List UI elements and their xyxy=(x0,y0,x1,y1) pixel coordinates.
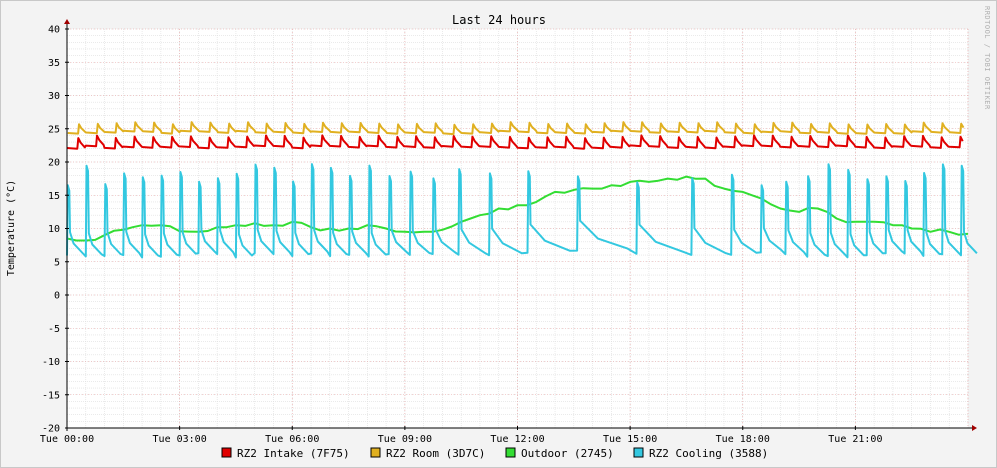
series-line-1 xyxy=(67,121,965,136)
legend-label-0: RZ2 Intake (7F75) xyxy=(237,447,350,460)
series-line-3 xyxy=(66,163,978,259)
legend-label-2: Outdoor (2745) xyxy=(521,447,614,460)
y-tick-label: 20 xyxy=(48,158,60,169)
watermark: RRDTOOL / TOBI OETIKER xyxy=(983,6,991,110)
legend-label-3: RZ2 Cooling (3588) xyxy=(649,447,768,460)
tick-labels: -20 -15 -10 -5 0 5 10 15 20 25 30 35 40 Tue 00:00 Tue … xyxy=(40,25,883,446)
y-tick-label: -5 xyxy=(48,324,60,335)
legend: RZ2 Intake (7F75) RZ2 Room (3D7C) Outdoor … xyxy=(221,447,768,460)
x-axis-arrow xyxy=(972,425,977,431)
y-tick-label: 5 xyxy=(54,257,60,268)
legend-swatch-0 xyxy=(221,447,232,458)
series-line-0 xyxy=(66,134,964,150)
x-tick-label: Tue 21:00 xyxy=(828,434,882,445)
chart-title: Last 24 hours xyxy=(452,13,546,27)
y-tick-label: 0 xyxy=(54,291,60,302)
x-tick-label: Tue 03:00 xyxy=(153,434,207,445)
y-tick-label: -20 xyxy=(42,424,60,435)
x-tick-label: Tue 06:00 xyxy=(265,434,319,445)
y-tick-label: 40 xyxy=(48,25,60,36)
legend-swatch-3 xyxy=(633,447,644,458)
y-tick-label: 15 xyxy=(48,191,60,202)
y-tick-label: -10 xyxy=(42,357,60,368)
x-tick-label: Tue 09:00 xyxy=(378,434,432,445)
y-tick-label: 25 xyxy=(48,124,60,135)
y-axis-arrow xyxy=(64,19,70,24)
y-tick-label: 30 xyxy=(48,91,60,102)
x-tick-label: Tue 15:00 xyxy=(603,434,657,445)
y-tick-label: 10 xyxy=(48,224,60,235)
x-tick-label: Tue 18:00 xyxy=(716,434,770,445)
x-tick-label: Tue 12:00 xyxy=(490,434,544,445)
legend-label-1: RZ2 Room (3D7C) xyxy=(386,447,485,460)
y-tick-label: -15 xyxy=(42,390,60,401)
legend-swatch-2 xyxy=(505,447,516,458)
axes xyxy=(64,19,977,431)
series-layer xyxy=(66,121,978,259)
y-tick-label: 35 xyxy=(48,58,60,69)
y-axis-label: Temperature (°C) xyxy=(6,180,17,276)
x-tick-label: Tue 00:00 xyxy=(40,434,94,445)
legend-swatch-1 xyxy=(370,447,381,458)
